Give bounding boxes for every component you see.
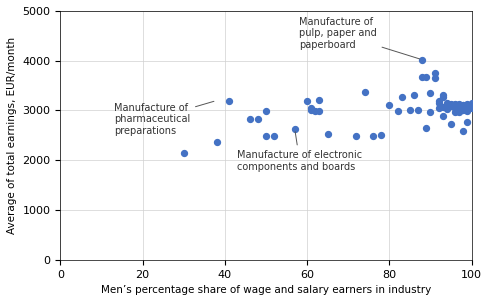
Point	[212, 140, 220, 145]
Point	[463, 104, 470, 108]
Point	[245, 117, 253, 122]
Point	[467, 106, 474, 111]
Point	[463, 120, 470, 124]
Point	[454, 104, 462, 109]
Point	[417, 74, 425, 79]
Point	[450, 103, 458, 108]
Point	[270, 134, 278, 139]
Point	[426, 91, 433, 95]
Point	[409, 93, 417, 98]
Point	[446, 104, 454, 109]
Point	[434, 106, 442, 111]
Point	[442, 101, 450, 105]
Point	[413, 108, 421, 113]
Point	[463, 106, 470, 111]
Point	[459, 108, 467, 112]
Point	[422, 126, 429, 131]
Point	[467, 101, 474, 105]
Point	[454, 108, 462, 113]
Point	[368, 133, 376, 138]
Point	[434, 98, 442, 103]
Point	[459, 129, 467, 134]
Point	[450, 106, 458, 111]
Point	[393, 108, 401, 113]
Point	[459, 106, 467, 111]
Point	[315, 108, 323, 113]
Point	[463, 108, 470, 112]
Point	[463, 108, 470, 113]
Point	[180, 150, 187, 155]
Point	[224, 98, 232, 103]
Point	[442, 105, 450, 110]
Point	[467, 103, 474, 108]
Point	[446, 122, 454, 127]
Point	[303, 98, 310, 103]
Point	[352, 133, 360, 138]
Point	[438, 105, 446, 110]
Point	[450, 110, 458, 115]
Point	[262, 133, 269, 138]
Point	[430, 75, 438, 80]
Y-axis label: Average of total earnings, EUR/month: Average of total earnings, EUR/month	[7, 37, 17, 234]
Point	[454, 101, 462, 106]
Point	[454, 107, 462, 111]
Point	[434, 101, 442, 105]
Point	[446, 101, 454, 106]
Point	[463, 103, 470, 108]
Point	[397, 94, 405, 99]
Point	[306, 106, 314, 111]
Point	[405, 108, 413, 113]
Point	[454, 104, 462, 108]
Point	[306, 108, 314, 112]
Point	[323, 131, 331, 136]
Point	[262, 108, 269, 113]
Point	[376, 133, 384, 138]
Point	[438, 114, 446, 118]
Text: Manufacture of
pharmaceutical
preparations: Manufacture of pharmaceutical preparatio…	[114, 101, 214, 136]
Point	[459, 102, 467, 107]
Point	[417, 57, 425, 62]
Point	[463, 101, 470, 106]
Point	[438, 93, 446, 98]
Point	[438, 94, 446, 99]
Point	[311, 108, 319, 113]
Point	[442, 107, 450, 112]
Point	[450, 101, 458, 106]
Point	[454, 107, 462, 112]
Point	[459, 103, 467, 108]
Point	[454, 110, 462, 115]
Point	[446, 102, 454, 107]
Point	[315, 97, 323, 102]
Point	[422, 75, 429, 79]
X-axis label: Men’s percentage share of wage and salary earners in industry: Men’s percentage share of wage and salar…	[101, 285, 430, 295]
Point	[459, 106, 467, 111]
Point	[360, 89, 368, 94]
Point	[426, 110, 433, 114]
Text: Manufacture of electronic
components and boards: Manufacture of electronic components and…	[237, 132, 362, 172]
Point	[463, 106, 470, 111]
Point	[450, 104, 458, 108]
Text: Manufacture of
pulp, paper and
paperboard: Manufacture of pulp, paper and paperboar…	[298, 17, 419, 59]
Point	[290, 127, 298, 131]
Point	[430, 70, 438, 75]
Point	[385, 103, 392, 108]
Point	[253, 117, 261, 122]
